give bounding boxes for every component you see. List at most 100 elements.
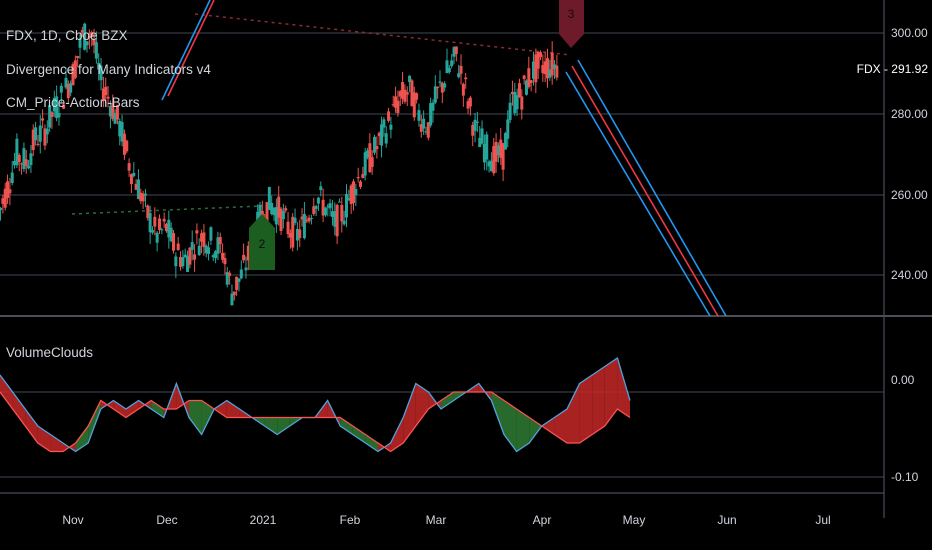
candle-body xyxy=(106,96,110,99)
symbol-legend[interactable]: FDX, 1D, Cboe BZX xyxy=(6,28,128,43)
candle-body xyxy=(3,188,7,208)
candle-body xyxy=(415,93,419,100)
bearish-marker-label: 3 xyxy=(568,7,575,21)
candle-body xyxy=(57,113,61,118)
candle-body xyxy=(333,211,337,227)
candle-body xyxy=(403,89,407,102)
candle-body xyxy=(361,174,365,179)
candle-body xyxy=(221,252,225,260)
candle-body xyxy=(344,193,348,218)
candle-body xyxy=(356,177,360,179)
cloud-segment-green xyxy=(277,417,290,435)
candle-body xyxy=(113,113,117,124)
candle-body xyxy=(443,83,447,88)
candle-body xyxy=(494,142,498,162)
candle-body xyxy=(431,102,435,111)
candle-body xyxy=(125,140,129,152)
divergence-marker-bearish[interactable]: 3 xyxy=(559,0,584,48)
candle-body xyxy=(461,83,465,96)
candle-body xyxy=(359,181,363,187)
candle-body xyxy=(118,121,122,137)
candle-body xyxy=(43,128,47,146)
candle-body xyxy=(134,183,138,190)
candle-body xyxy=(13,160,17,166)
candle-body xyxy=(352,181,355,204)
candle-body xyxy=(204,245,208,254)
volume-clouds xyxy=(0,356,631,453)
candle-body xyxy=(244,267,248,271)
cloud-segment-green xyxy=(352,426,366,443)
candle-body xyxy=(424,131,428,133)
candle-body xyxy=(115,105,119,120)
indicator-legend-price-action[interactable]: CM_Price-Action-Bars xyxy=(6,95,140,110)
candle-body xyxy=(382,119,386,128)
price-tick-260: 260.00 xyxy=(891,188,928,202)
candle-body xyxy=(475,121,479,123)
candle-body xyxy=(223,258,227,265)
candle-body xyxy=(417,110,421,121)
candle-body xyxy=(321,199,325,216)
cloud-segment-red xyxy=(403,383,416,443)
candle-body xyxy=(326,206,330,208)
candle-body xyxy=(55,96,59,119)
candle-body xyxy=(335,204,339,237)
candle-body xyxy=(410,80,414,107)
volume-clouds-legend[interactable]: VolumeClouds xyxy=(6,345,94,360)
candle-body xyxy=(513,91,517,114)
candle-body xyxy=(408,75,412,83)
candle-body xyxy=(153,216,157,227)
candle-body xyxy=(457,73,461,78)
candle-body xyxy=(305,220,309,222)
candle-body xyxy=(6,181,10,198)
candle-body xyxy=(438,81,442,83)
indicator-legend-divergence[interactable]: Divergence for Many Indicators v4 xyxy=(6,62,211,77)
cloud-segment-green xyxy=(441,392,454,409)
candle-body xyxy=(232,291,236,296)
cloud-segment-red xyxy=(0,375,13,409)
candle-body xyxy=(293,217,297,223)
candle-body xyxy=(510,91,514,95)
candle-body xyxy=(492,146,496,174)
candle-body xyxy=(83,23,87,50)
candle-body xyxy=(389,124,393,130)
candle-body xyxy=(85,41,89,46)
candle-body xyxy=(162,218,166,222)
candle-body xyxy=(503,133,507,150)
candle-body xyxy=(230,293,234,306)
candle-body xyxy=(38,125,42,142)
candle-body xyxy=(272,207,276,216)
candle-body xyxy=(15,138,19,166)
candle-body xyxy=(97,62,101,70)
candle-body xyxy=(347,197,351,200)
candle-body xyxy=(534,54,538,83)
candle-body xyxy=(515,95,519,110)
cloud-segment-green xyxy=(516,409,530,452)
cloud-segment-red xyxy=(25,409,38,443)
divergence-marker-bullish[interactable]: 2 xyxy=(249,214,275,270)
candle-body xyxy=(279,208,283,231)
candle-body xyxy=(34,127,38,141)
candle-body xyxy=(209,227,213,241)
candle-body xyxy=(328,203,332,209)
cloud-segment-red xyxy=(50,434,63,452)
candle-body xyxy=(183,254,187,257)
candle-body xyxy=(452,47,456,57)
trend-channel xyxy=(161,0,727,317)
candle-body xyxy=(429,103,433,126)
candle-body xyxy=(90,32,94,36)
candle-body xyxy=(300,216,304,220)
candle-body xyxy=(141,193,145,202)
candle-body xyxy=(548,69,552,78)
candle-body xyxy=(377,132,381,137)
channel-lower-red xyxy=(571,65,719,317)
candle-body xyxy=(45,128,49,135)
candle-body xyxy=(319,186,323,191)
candle-body xyxy=(524,80,528,95)
candle-body xyxy=(94,42,98,59)
candle-body xyxy=(87,35,91,38)
candle-body xyxy=(160,229,164,231)
candle-body xyxy=(398,91,402,97)
cloud-segment-green xyxy=(151,400,164,418)
candle-body xyxy=(246,245,250,261)
candle-body xyxy=(179,256,183,267)
